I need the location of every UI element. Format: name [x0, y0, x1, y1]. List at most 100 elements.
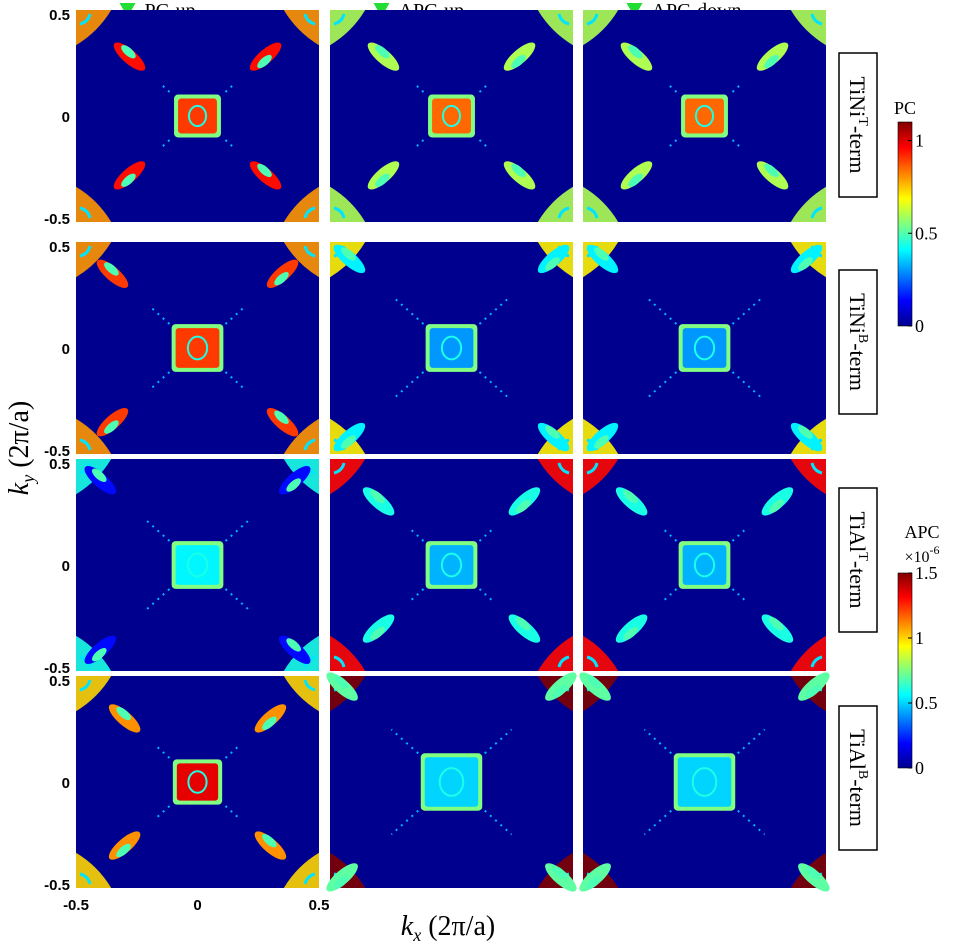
lobe-trace	[224, 306, 245, 325]
corner-arc	[333, 206, 346, 219]
lobe-trace	[150, 306, 171, 325]
corner-arc	[333, 13, 346, 26]
lobe-edge	[257, 163, 272, 178]
center-ring	[438, 767, 465, 797]
lobe-trace	[410, 588, 425, 601]
lobe-trace	[478, 529, 493, 542]
lobe-edge	[511, 163, 526, 178]
heatmap-panel	[330, 242, 573, 454]
lobe-trace	[224, 805, 239, 818]
corner-pocket	[330, 10, 366, 46]
lobe-trace	[731, 805, 766, 836]
corner-pocket	[790, 635, 826, 671]
y-tick-label: 0	[62, 775, 70, 792]
lobe-edge	[121, 45, 136, 59]
y-tick-label: -0.5	[44, 877, 70, 894]
heatmap-panel	[583, 459, 826, 671]
y-tick-label: 0.5	[49, 673, 70, 690]
lobe-edge	[552, 684, 568, 699]
lobe-edge	[628, 45, 643, 59]
colorbar-tick-label: 0.5	[915, 223, 938, 243]
center-ring	[186, 335, 209, 361]
corner-arc	[810, 462, 823, 475]
corner-arc	[79, 245, 92, 258]
lobe-trace	[143, 588, 171, 613]
corner-pocket	[283, 10, 319, 46]
lobe-edge	[552, 865, 568, 880]
colorbar: APC×10-61.5 1 0.5 0	[897, 522, 940, 778]
row-label-box	[838, 487, 878, 633]
lobe-trace	[390, 728, 425, 759]
colorbar-tick-label: 1	[915, 131, 924, 151]
corner-pocket	[76, 676, 112, 712]
lobe-edge	[375, 173, 390, 187]
row-label-text: TiNiT-term	[845, 77, 870, 174]
heatmap-panel	[579, 672, 830, 892]
lobe-trace	[731, 728, 766, 759]
y-tick-label: 0.5	[49, 456, 70, 473]
corner-pocket	[537, 635, 573, 671]
colorbar-gradient	[897, 121, 913, 327]
corner-arc	[810, 206, 823, 219]
center-square	[175, 545, 220, 585]
lobe-trace	[478, 588, 493, 601]
heatmap-panel	[76, 10, 319, 222]
corner-pocket	[583, 10, 619, 46]
colorbar-tick-label: 1.5	[915, 563, 938, 583]
center-ring	[691, 767, 718, 797]
lobe-edge	[370, 626, 385, 641]
lobe-trace	[143, 517, 171, 542]
corner-pocket	[537, 459, 573, 495]
lobe-edge	[274, 410, 289, 424]
corner-pocket	[76, 418, 112, 454]
lobe-edge	[586, 875, 602, 889]
lobe-edge	[262, 716, 277, 730]
row-label: TiAlB-term	[838, 705, 878, 851]
y-tick-label: -0.5	[44, 211, 70, 228]
lobe-edge	[594, 435, 609, 449]
colorbar-tick-label: 0	[915, 316, 924, 336]
lobe-trace	[224, 371, 245, 390]
lobe-edge	[586, 675, 602, 689]
corner-pocket	[537, 10, 573, 46]
center-square	[432, 98, 471, 134]
row-label-text: TiNiB-term	[845, 293, 870, 391]
row-label: TiAlT-term	[838, 487, 878, 633]
heatmap-panel	[330, 10, 573, 222]
center-ring	[440, 552, 463, 578]
corner-arc	[303, 245, 316, 258]
lobe-edge	[333, 875, 349, 889]
lobe-edge	[116, 843, 131, 858]
corner-pocket	[283, 186, 319, 222]
lobe-edge	[769, 499, 784, 513]
lobe-edge	[341, 435, 356, 449]
row-label-box	[838, 705, 878, 851]
center-ring	[693, 552, 716, 578]
lobe-trace	[731, 529, 746, 542]
y-tick-label: 0	[62, 341, 70, 358]
row-label-text: TiAlB-term	[845, 729, 870, 827]
colorbar-multiplier: ×10-6	[904, 543, 939, 566]
y-tick-label: 0.5	[49, 239, 70, 256]
row-label-box	[838, 52, 878, 198]
corner-pocket	[583, 635, 619, 671]
colorbar: PC 1 0.5 0	[894, 98, 938, 336]
corner-arc	[79, 872, 92, 885]
y-tick-label: 0.5	[49, 7, 70, 24]
lobe-edge	[769, 617, 784, 631]
heatmap-panel	[326, 672, 577, 892]
row-label-box	[838, 269, 878, 415]
corner-arc	[557, 206, 570, 219]
center-ring	[440, 335, 463, 361]
corner-pocket	[537, 186, 573, 222]
lobe-trace	[478, 805, 513, 836]
lobe-trace	[663, 529, 678, 542]
corner-arc	[303, 13, 316, 26]
lobe-edge	[764, 163, 779, 178]
lobe-edge	[594, 247, 609, 261]
lobe-edge	[516, 617, 531, 631]
corner-arc	[557, 462, 570, 475]
lobe-edge	[286, 638, 301, 652]
lobe-edge	[286, 478, 301, 492]
